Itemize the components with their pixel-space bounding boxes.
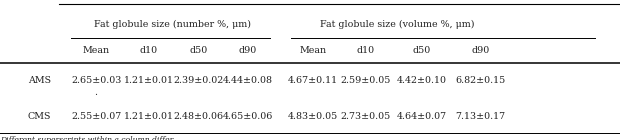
Text: 4.67±0.11: 4.67±0.11 <box>288 76 338 85</box>
Text: 6.82±0.15: 6.82±0.15 <box>455 76 506 85</box>
Text: Fat globule size (number %, μm): Fat globule size (number %, μm) <box>94 20 250 29</box>
Text: 2.48±0.06: 2.48±0.06 <box>174 112 223 121</box>
Text: 1.21±0.01: 1.21±0.01 <box>124 76 174 85</box>
Text: 4.64±0.07: 4.64±0.07 <box>397 112 446 121</box>
Text: Mean: Mean <box>299 46 327 55</box>
Text: CMS: CMS <box>28 112 51 121</box>
Text: 4.83±0.05: 4.83±0.05 <box>288 112 339 121</box>
Text: 2.73±0.05: 2.73±0.05 <box>340 112 391 121</box>
Text: Fat globule size (volume %, μm): Fat globule size (volume %, μm) <box>319 20 474 29</box>
Text: d90: d90 <box>471 46 490 55</box>
Text: d50: d50 <box>412 46 431 55</box>
Text: 2.59±0.05: 2.59±0.05 <box>340 76 391 85</box>
Text: d10: d10 <box>140 46 158 55</box>
Text: d50: d50 <box>189 46 208 55</box>
Text: 1.21±0.01: 1.21±0.01 <box>124 112 174 121</box>
Text: 2.65±0.03: 2.65±0.03 <box>71 76 122 85</box>
Text: Different superscripts within a column differ: Different superscripts within a column d… <box>0 136 173 140</box>
Text: 4.65±0.06: 4.65±0.06 <box>223 112 273 121</box>
Text: 2.55±0.07: 2.55±0.07 <box>71 112 122 121</box>
Text: d10: d10 <box>356 46 375 55</box>
Text: 2.39±0.02: 2.39±0.02 <box>173 76 224 85</box>
Text: AMS: AMS <box>28 76 51 85</box>
Text: 4.42±0.10: 4.42±0.10 <box>397 76 446 85</box>
Text: 4.44±0.08: 4.44±0.08 <box>223 76 273 85</box>
Text: 7.13±0.17: 7.13±0.17 <box>456 112 505 121</box>
Text: Mean: Mean <box>82 46 110 55</box>
Text: d90: d90 <box>239 46 257 55</box>
Text: .: . <box>95 88 97 97</box>
